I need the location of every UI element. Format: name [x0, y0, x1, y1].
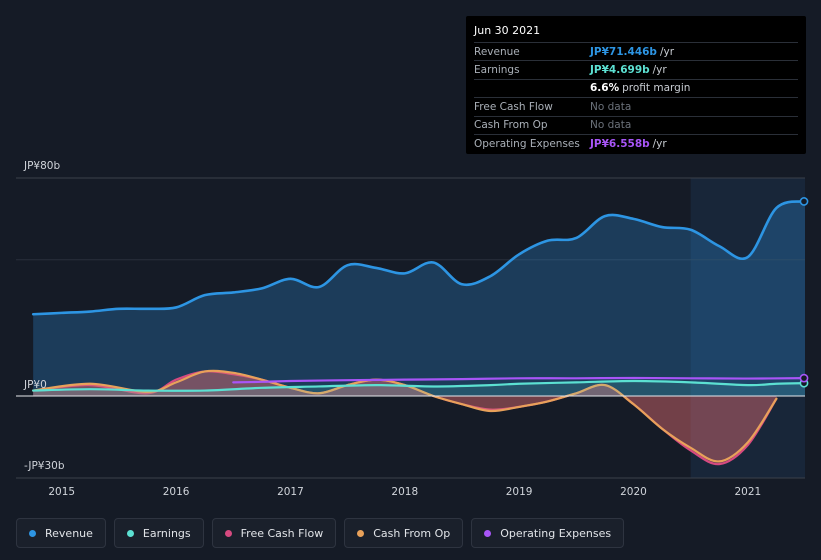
x-tick-label: 2021: [734, 486, 761, 498]
legend-label: Operating Expenses: [500, 526, 612, 540]
x-tick-label: 2016: [163, 486, 190, 498]
y-tick-label: JP¥80b: [23, 160, 60, 172]
series-end-marker-operating-expenses[interactable]: [799, 373, 809, 383]
x-tick-label: 2015: [48, 486, 75, 498]
tooltip-row-label: Cash From Op: [474, 119, 548, 132]
tooltip-row: Operating Expenses JP¥6.558b/yr: [474, 135, 798, 152]
series-area-revenue: [33, 201, 806, 396]
tooltip-row-label: Free Cash Flow: [474, 100, 553, 113]
x-axis: 2015 2016 2017 2018 2019 2020 2021: [48, 486, 761, 498]
x-tick-label: 2019: [506, 486, 533, 498]
tooltip-row-value: 6.6%: [590, 82, 620, 95]
forecast-highlight: [690, 178, 805, 478]
legend-item-operating-expenses[interactable]: Operating Expenses: [471, 518, 625, 548]
series-layer: [31, 200, 807, 466]
legend-dot-icon: [484, 529, 492, 537]
tooltip-row-value: JP¥6.558b: [590, 137, 650, 150]
legend-dot-icon: [29, 529, 36, 537]
tooltip-row-unit: /yr: [659, 45, 675, 58]
legend-item-revenue[interactable]: Revenue: [16, 518, 106, 548]
series-line-earnings: [32, 379, 807, 392]
legend-label: Free Cash Flow: [240, 526, 324, 540]
series-end-marker-revenue[interactable]: [799, 197, 809, 206]
tooltip-row: Earnings JP¥4.699b/yr: [474, 61, 798, 80]
tooltip-row-value: JP¥4.699b: [590, 64, 650, 77]
tooltip-row-label: Operating Expenses: [474, 137, 580, 150]
legend-item-earnings[interactable]: Earnings: [113, 518, 204, 548]
tooltip-rows: Revenue JP¥71.446b/yr Earnings JP¥4.699b/yr…: [474, 43, 798, 152]
legend-dot-icon: [357, 529, 365, 537]
series-area-cash-from-op: [33, 370, 777, 462]
legend: Revenue Earnings Free Cash Flow Cash From O…: [16, 518, 625, 548]
tooltip: Jun 30 2021 Revenue JP¥71.446b/yr Earnings…: [466, 16, 806, 154]
tooltip-row-label: Earnings: [474, 64, 520, 77]
y-axis: JP¥80b JP¥0 -JP¥30b: [23, 160, 65, 472]
tooltip-row-unit: profit margin: [622, 82, 691, 95]
tooltip-row: Revenue JP¥71.446b/yr: [474, 43, 798, 62]
legend-label: Earnings: [142, 526, 191, 540]
legend-item-free-cash-flow[interactable]: Free Cash Flow: [211, 518, 337, 548]
series-line-operating-expenses: [232, 376, 807, 384]
legend-item-cash-from-op[interactable]: Cash From Op: [344, 518, 464, 548]
tooltip-row: Free Cash Flow No data: [474, 98, 798, 117]
tooltip-row-unit: /yr: [652, 64, 667, 77]
x-tick-label: 2020: [620, 486, 647, 498]
x-tick-label: 2017: [277, 486, 304, 498]
y-tick-label: -JP¥30b: [24, 460, 65, 472]
legend-label: Revenue: [45, 526, 93, 540]
legend-label: Cash From Op: [373, 526, 451, 540]
tooltip-row-value: JP¥71.446b: [590, 45, 657, 58]
tooltip-row-unit: /yr: [652, 137, 667, 150]
tooltip-row-value: No data: [590, 119, 632, 132]
y-tick-label: JP¥0: [23, 379, 47, 391]
x-tick-label: 2018: [391, 486, 418, 498]
legend-dot-icon: [224, 529, 232, 537]
marker-layer: [799, 197, 809, 388]
series-line-revenue: [31, 200, 807, 316]
tooltip-row-value: No data: [590, 100, 632, 113]
series-area-earnings: [33, 381, 806, 396]
series-area-free-cash-flow: [33, 371, 777, 465]
legend-dot-icon: [126, 529, 134, 537]
tooltip-row: 6.6% profit margin: [474, 80, 798, 99]
tooltip-date: Jun 30 2021: [474, 22, 798, 43]
tooltip-row-label: Revenue: [474, 45, 520, 58]
tooltip-row: Cash From Op No data: [474, 117, 798, 135]
